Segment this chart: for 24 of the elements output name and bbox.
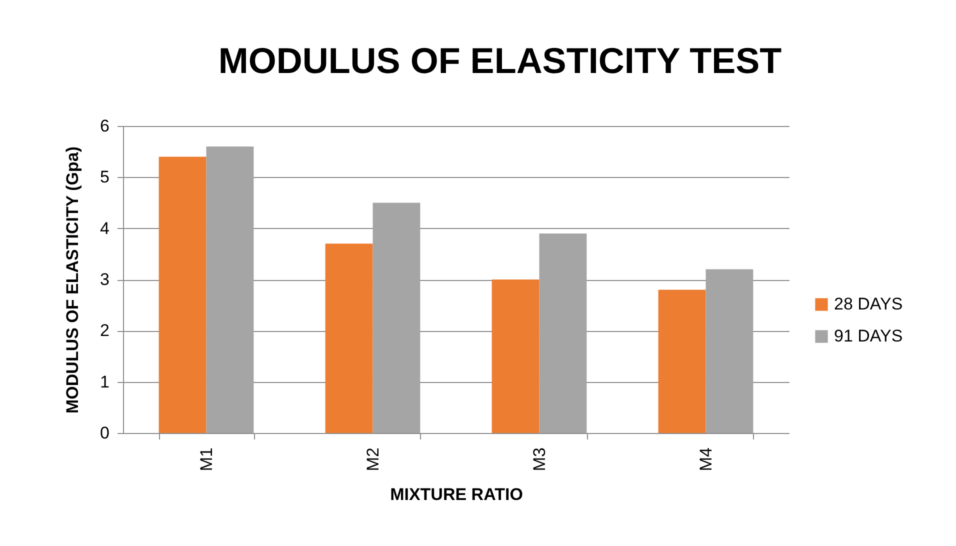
bar	[158, 156, 206, 433]
y-tick-label: 0	[100, 424, 110, 442]
bar	[492, 280, 540, 433]
bar	[325, 244, 373, 433]
y-axis-title: MODULUS OF ELASTICITY (Gpa)	[63, 146, 82, 414]
legend-label: 91 DAYS	[834, 326, 903, 346]
y-tick-label: 5	[100, 168, 110, 187]
x-tick-label: M4	[696, 448, 716, 472]
y-tick-label: 4	[100, 218, 110, 238]
x-tick-label: M3	[530, 448, 549, 472]
y-tick-label: 6	[100, 116, 110, 136]
x-tick-label: M2	[363, 448, 382, 472]
bar	[372, 202, 420, 433]
y-tick-label: 1	[100, 372, 110, 392]
bar	[658, 290, 706, 433]
y-tick-label: 2	[100, 321, 110, 340]
bar	[206, 146, 254, 433]
bar	[539, 233, 587, 433]
x-tick-label: M1	[196, 448, 216, 472]
bar	[706, 269, 754, 433]
legend-label: 28 DAYS	[834, 294, 903, 314]
x-axis-title: MIXTURE RATIO	[390, 485, 523, 504]
chart-title: MODULUS OF ELASTICITY TEST	[218, 40, 782, 81]
y-tick-label: 3	[100, 270, 110, 289]
